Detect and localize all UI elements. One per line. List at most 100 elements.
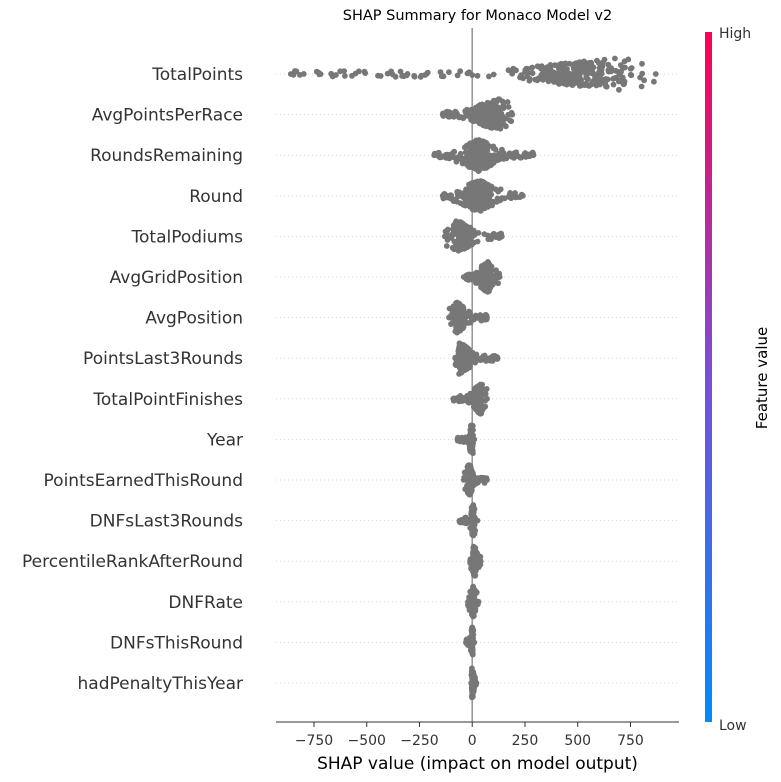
shap-point — [403, 72, 410, 79]
shap-point — [498, 233, 505, 240]
shap-point — [476, 553, 482, 560]
shap-point — [287, 71, 294, 77]
shap-point — [617, 62, 624, 68]
shap-point — [638, 83, 645, 90]
shap-point — [461, 439, 467, 445]
shap-point — [494, 98, 500, 104]
shap-point — [450, 303, 457, 310]
feature-swarm-AvgPosition — [446, 299, 490, 336]
shap-point — [472, 357, 479, 364]
shap-point — [397, 68, 404, 75]
shap-point — [467, 558, 473, 565]
shap-point — [465, 477, 472, 483]
shap-point — [467, 319, 474, 326]
feature-label: PointsEarnedThisRound — [44, 471, 243, 491]
shap-point — [418, 72, 425, 79]
shap-point — [550, 76, 557, 82]
shap-point — [446, 69, 452, 76]
feature-swarm-TotalPointFinishes — [450, 381, 490, 417]
shap-point — [461, 312, 468, 319]
shap-point — [488, 185, 495, 192]
feature-swarm-PercentileRankAfterRound — [467, 543, 484, 579]
feature-label: DNFRate — [168, 593, 243, 613]
x-tick-label: −750 — [295, 733, 333, 749]
shap-point — [439, 111, 446, 118]
feature-label: DNFsLast3Rounds — [90, 512, 243, 532]
shap-point — [497, 125, 504, 132]
shap-point — [468, 424, 475, 431]
shap-point — [463, 639, 469, 646]
shap-point — [451, 112, 458, 118]
shap-point — [465, 483, 471, 490]
shap-point — [474, 407, 481, 414]
shap-point — [509, 111, 516, 118]
shap-point — [389, 71, 396, 78]
shap-point — [547, 64, 553, 70]
feature-swarm-TotalPoints — [287, 55, 659, 93]
shap-point — [455, 192, 461, 198]
shap-point — [431, 152, 438, 159]
colorbar-low-label: Low — [719, 718, 747, 734]
shap-point — [501, 121, 507, 128]
x-tick-label: −500 — [348, 733, 386, 749]
shap-point — [481, 139, 488, 146]
feature-label: AvgPosition — [145, 309, 243, 329]
feature-label: Year — [206, 430, 243, 450]
feature-swarm-DNFsLast3Rounds — [456, 502, 481, 539]
shap-point — [472, 113, 479, 120]
feature-swarm-DNFRate — [465, 583, 482, 620]
shap-point — [555, 80, 561, 86]
shap-point — [481, 231, 488, 238]
shap-point — [564, 66, 570, 72]
feature-label: DNFsThisRound — [110, 633, 243, 653]
shap-point — [463, 344, 470, 351]
shap-point — [457, 68, 464, 75]
shap-point — [481, 261, 488, 268]
shap-point — [505, 104, 512, 110]
shap-point — [375, 72, 381, 79]
shap-point — [513, 149, 520, 156]
shap-point — [457, 344, 464, 351]
shap-point — [610, 75, 617, 82]
shap-point — [487, 275, 494, 282]
shap-point — [487, 152, 493, 159]
shap-point — [466, 272, 473, 279]
shap-point — [484, 147, 491, 154]
shap-point — [459, 364, 466, 371]
shap-point — [538, 65, 544, 72]
shap-point — [484, 395, 490, 402]
shap-point — [451, 154, 457, 161]
shap-point — [461, 230, 468, 237]
shap-point — [454, 72, 461, 79]
shap-point — [486, 355, 493, 362]
shap-point — [455, 313, 462, 320]
x-tick-label: −250 — [400, 733, 438, 749]
shap-point — [545, 78, 552, 85]
shap-point — [578, 78, 584, 85]
shap-point — [473, 161, 479, 168]
shap-point — [612, 55, 618, 62]
shap-point — [559, 63, 566, 70]
shap-point — [599, 60, 606, 66]
shap-point — [441, 233, 448, 240]
shap-point — [455, 325, 461, 331]
shap-point — [492, 272, 499, 279]
shap-point — [603, 83, 609, 90]
shap-point — [578, 82, 585, 89]
shap-point — [471, 144, 478, 150]
feature-swarm-Year — [454, 422, 478, 457]
shap-point — [484, 314, 490, 321]
shap-point — [446, 314, 452, 321]
shap-point — [482, 287, 489, 294]
shap-point — [453, 158, 460, 165]
shap-point — [462, 514, 469, 521]
shap-point — [469, 626, 476, 633]
shap-point — [592, 74, 598, 81]
shap-point — [496, 197, 502, 203]
x-tick-label: 750 — [617, 733, 644, 749]
feature-label: TotalPodiums — [131, 227, 244, 247]
shap-point — [505, 193, 512, 200]
shap-point — [471, 436, 478, 443]
shap-point — [313, 68, 320, 75]
